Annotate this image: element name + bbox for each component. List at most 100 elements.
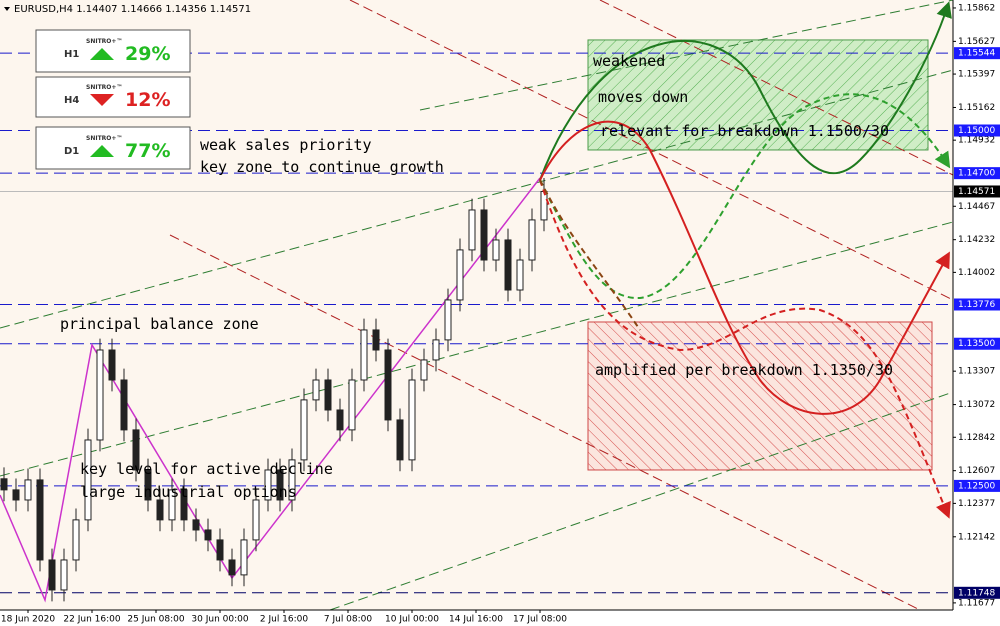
candle-body [540, 190, 548, 221]
annotation: relevant for breakdown 1.1500/30 [600, 122, 889, 140]
forecast-path [539, 179, 641, 331]
level-label-box [954, 479, 1000, 492]
candle-body [468, 209, 476, 251]
zones [587, 39, 933, 471]
candle-body [252, 499, 260, 541]
y-tick-label: 1.15397 [958, 70, 995, 80]
candle-body [48, 559, 56, 591]
last-price-box [954, 185, 1000, 198]
forecast-path [539, 93, 951, 300]
signal-panel [35, 126, 191, 170]
y-tick-label: 1.14232 [958, 235, 995, 245]
candle-body [432, 339, 440, 361]
y-tick-label: 1.14002 [958, 268, 995, 278]
y-tick-label: 1.11677 [958, 598, 995, 608]
time-axis-background [0, 610, 953, 626]
candle-body [120, 379, 128, 431]
x-tick-label: 25 Jun 08:00 [127, 615, 184, 625]
level-label: 1.15544 [958, 49, 995, 59]
candle-body [300, 399, 308, 461]
x-tick-label: 30 Jun 00:00 [191, 615, 248, 625]
signal-brand: SNITRO+™ [86, 38, 122, 45]
candle-body [336, 409, 344, 431]
candle-body [180, 489, 188, 521]
candle-body [528, 219, 536, 261]
candle-body [360, 329, 368, 381]
levels [0, 52, 953, 594]
level-label: 1.12500 [958, 481, 995, 491]
chart-title: EURUSD,H4 1.14407 1.14666 1.14356 1.1457… [14, 4, 251, 15]
x-tick-label: 22 Jun 16:00 [63, 615, 120, 625]
y-tick-label: 1.12607 [958, 466, 995, 476]
annotations: weak sales priority key zone to continue… [60, 52, 893, 501]
time-axis: 18 Jun 2020 22 Jun 16:00 25 Jun 08:00 30 Ju… [0, 609, 953, 625]
candle-body [0, 478, 8, 491]
candle-body [456, 249, 464, 301]
candle-body [144, 469, 152, 501]
candle-body [72, 519, 80, 561]
candle-body [36, 479, 44, 561]
y-tick-label: 1.14932 [958, 136, 995, 146]
x-tick-label: 10 Jul 00:00 [385, 615, 439, 625]
candle-body [492, 239, 500, 261]
y-tick-label: 1.12842 [958, 433, 995, 443]
zone [587, 321, 933, 471]
candle-body [168, 489, 176, 521]
signal-arrow [90, 94, 114, 106]
zigzag [0, 177, 541, 603]
candle-body [132, 429, 140, 471]
signal-brand: SNITRO+™ [86, 135, 122, 142]
candle-body [264, 469, 272, 501]
candle-body [396, 419, 404, 461]
x-tick-label: 7 Jul 08:00 [324, 615, 373, 625]
last-price-label: 1.14571 [958, 187, 995, 197]
signal-change: 77% [125, 140, 170, 162]
candle-body [312, 379, 320, 401]
menu-triangle [4, 7, 10, 11]
candle-body [444, 299, 452, 341]
y-tick-label: 1.15862 [958, 3, 995, 13]
candle-body [516, 259, 524, 291]
x-tick-label: 2 Jul 16:00 [260, 615, 309, 625]
candle-body [108, 349, 116, 381]
candle-body [12, 489, 20, 501]
x-tick-label: 14 Jul 16:00 [449, 615, 503, 625]
x-tick-label: 18 Jun 2020 [1, 615, 55, 625]
candle-body [384, 349, 392, 421]
annotation: weak sales priority [200, 136, 372, 154]
candle-body [372, 329, 380, 351]
candle-body [96, 349, 104, 441]
level-label: 1.13500 [958, 339, 995, 349]
zone [587, 39, 929, 151]
level-label-box [954, 586, 1000, 599]
candle-body [480, 209, 488, 261]
candle-body [24, 479, 32, 501]
annotation: large industrial options [80, 483, 297, 501]
candle-body [324, 379, 332, 411]
annotation: key zone to continue growth [200, 158, 444, 176]
level-label: 1.13776 [958, 300, 995, 310]
y-tick-label: 1.13307 [958, 367, 995, 377]
signal-change: 12% [125, 89, 170, 111]
annotation: principal balance zone [60, 315, 259, 333]
channel-line [329, 391, 954, 611]
candle-body [216, 539, 224, 561]
candle-body [156, 499, 164, 521]
signal-change: 29% [125, 43, 170, 65]
signal-timeframe: H4 [64, 95, 79, 106]
level-label-box [954, 47, 1000, 60]
annotation: amplified per breakdown 1.1350/30 [595, 361, 893, 379]
price-axis-background [953, 0, 1000, 626]
channel-line [349, 0, 954, 301]
annotation: key level for active decline [80, 460, 333, 478]
y-tick-label: 1.15627 [958, 37, 995, 47]
candle-body [240, 539, 248, 576]
candle-body [420, 359, 428, 381]
signal-panel [35, 29, 191, 73]
forecast-path [539, 120, 950, 415]
annotation: weakened [593, 52, 665, 70]
level-label: 1.15000 [958, 126, 995, 136]
candle-body [288, 459, 296, 501]
